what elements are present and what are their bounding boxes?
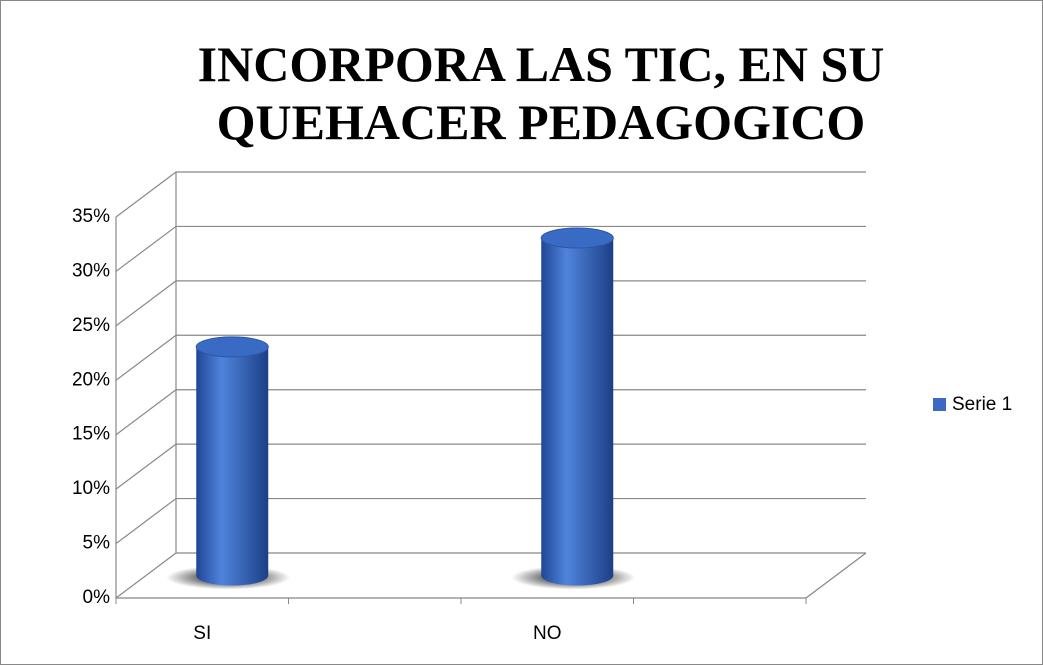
x-tick-label: SI bbox=[193, 623, 211, 644]
grid-line bbox=[115, 225, 177, 272]
y-tick-label: 10% bbox=[72, 478, 110, 499]
bar bbox=[166, 336, 291, 590]
grid-line bbox=[115, 498, 177, 545]
bar-top bbox=[540, 227, 614, 249]
legend-label: Serie 1 bbox=[952, 394, 1012, 415]
grid-line bbox=[115, 389, 177, 436]
bar-body bbox=[196, 346, 269, 576]
y-tick-label: 25% bbox=[72, 315, 110, 336]
bar-bottom bbox=[196, 565, 269, 586]
grid-line bbox=[115, 443, 177, 490]
y-tick-label: 30% bbox=[72, 260, 110, 281]
floor-edge bbox=[805, 552, 867, 599]
legend-swatch bbox=[933, 398, 946, 411]
bar-body bbox=[541, 238, 614, 576]
x-tick-label: NO bbox=[533, 623, 562, 644]
bar-bottom bbox=[541, 565, 614, 586]
chart-title: INCORPORA LAS TIC, EN SU QUEHACER PEDAGO… bbox=[197, 36, 885, 150]
bar bbox=[511, 227, 636, 590]
grid-line bbox=[115, 334, 177, 381]
grid-line bbox=[115, 552, 177, 599]
y-tick-label: 15% bbox=[72, 424, 110, 445]
bar-top bbox=[195, 336, 269, 358]
y-tick-label: 20% bbox=[72, 369, 110, 390]
grid-line bbox=[115, 171, 177, 218]
y-tick-label: 35% bbox=[72, 206, 110, 227]
grid-line bbox=[115, 280, 177, 327]
y-tick-label: 5% bbox=[83, 533, 111, 554]
y-tick-label: 0% bbox=[83, 587, 111, 608]
